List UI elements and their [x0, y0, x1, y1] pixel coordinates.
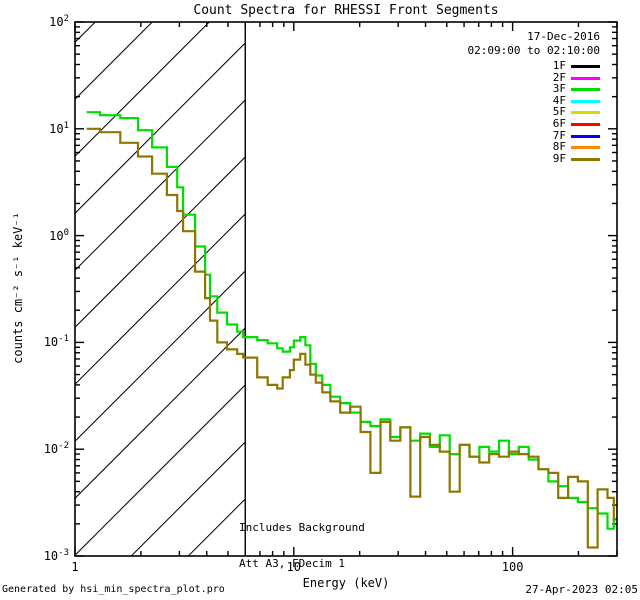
legend-label-4F: 4F [552, 93, 566, 107]
legend-swatch-9F [571, 157, 600, 161]
legend-swatch-2F [571, 76, 600, 80]
y-axis-label: counts cm⁻² s⁻¹ keV⁻¹ [11, 212, 25, 364]
legend-swatch-5F [571, 111, 600, 115]
legend-label-6F: 6F [552, 117, 566, 130]
x-axis-label: Energy (keV) [302, 576, 390, 590]
legend-swatch-3F [571, 88, 600, 92]
legend-swatch-7F [571, 134, 600, 138]
x-tick-100: 100 [501, 560, 524, 574]
plot-frame [74, 21, 618, 557]
legend-item-8F: 8F [520, 141, 628, 153]
x-tick-1: 1 [71, 560, 79, 574]
legend-label-7F: 7F [552, 128, 566, 142]
annotation-line-2: Att A3, FDecim 1 [239, 557, 345, 570]
y-tick-1e2: 102 [49, 14, 69, 29]
legend-label-8F: 8F [552, 140, 566, 154]
chart-title: Count Spectra for RHESSI Front Segments [193, 3, 499, 18]
hatch-region [75, 22, 246, 556]
legend-swatch-4F [571, 99, 600, 103]
date-label: 17-Dec-2016 [527, 30, 600, 43]
y-tick-1e-2: 10-2 [43, 441, 69, 457]
series-9F [86, 127, 617, 549]
annotation-line-1: Includes Background [239, 521, 365, 534]
footer-generated-by: Generated by hsi_min_spectra_plot.pro [2, 584, 225, 595]
legend-item-1F: 1F [520, 60, 628, 72]
y-tick-1e-3: 10-3 [43, 548, 69, 563]
legend-item-9F: 9F [520, 151, 628, 165]
legend-swatch-6F [571, 123, 600, 126]
legend-item-6F: 6F [520, 118, 628, 130]
legend-item-5F: 5F [520, 106, 628, 118]
legend-label-3F: 3F [552, 82, 566, 96]
footer-timestamp: 27-Apr-2023 02:05 [525, 583, 638, 596]
legend-item-7F: 7F [520, 128, 628, 142]
legend-label-1F: 1F [552, 59, 566, 72]
x-tick-10: 10 [286, 560, 302, 574]
y-tick-1e0: 100 [49, 227, 69, 243]
legend-label-9F: 9F [552, 151, 566, 165]
legend-swatch-8F [571, 146, 600, 150]
legend-item-3F: 3F [520, 83, 628, 95]
legend-label-5F: 5F [552, 105, 566, 119]
legend-label-2F: 2F [552, 70, 566, 84]
time-range-label: 02:09:00 to 02:10:00 [467, 44, 600, 57]
legend-swatch-1F [571, 65, 600, 68]
legend-item-4F: 4F [520, 93, 628, 107]
y-tick-1e1: 101 [49, 120, 69, 136]
annotation: Includes Background Att A3, FDecim 1 [239, 498, 365, 594]
legend-item-2F: 2F [520, 70, 628, 84]
y-tick-1e-1: 10-1 [43, 334, 69, 350]
